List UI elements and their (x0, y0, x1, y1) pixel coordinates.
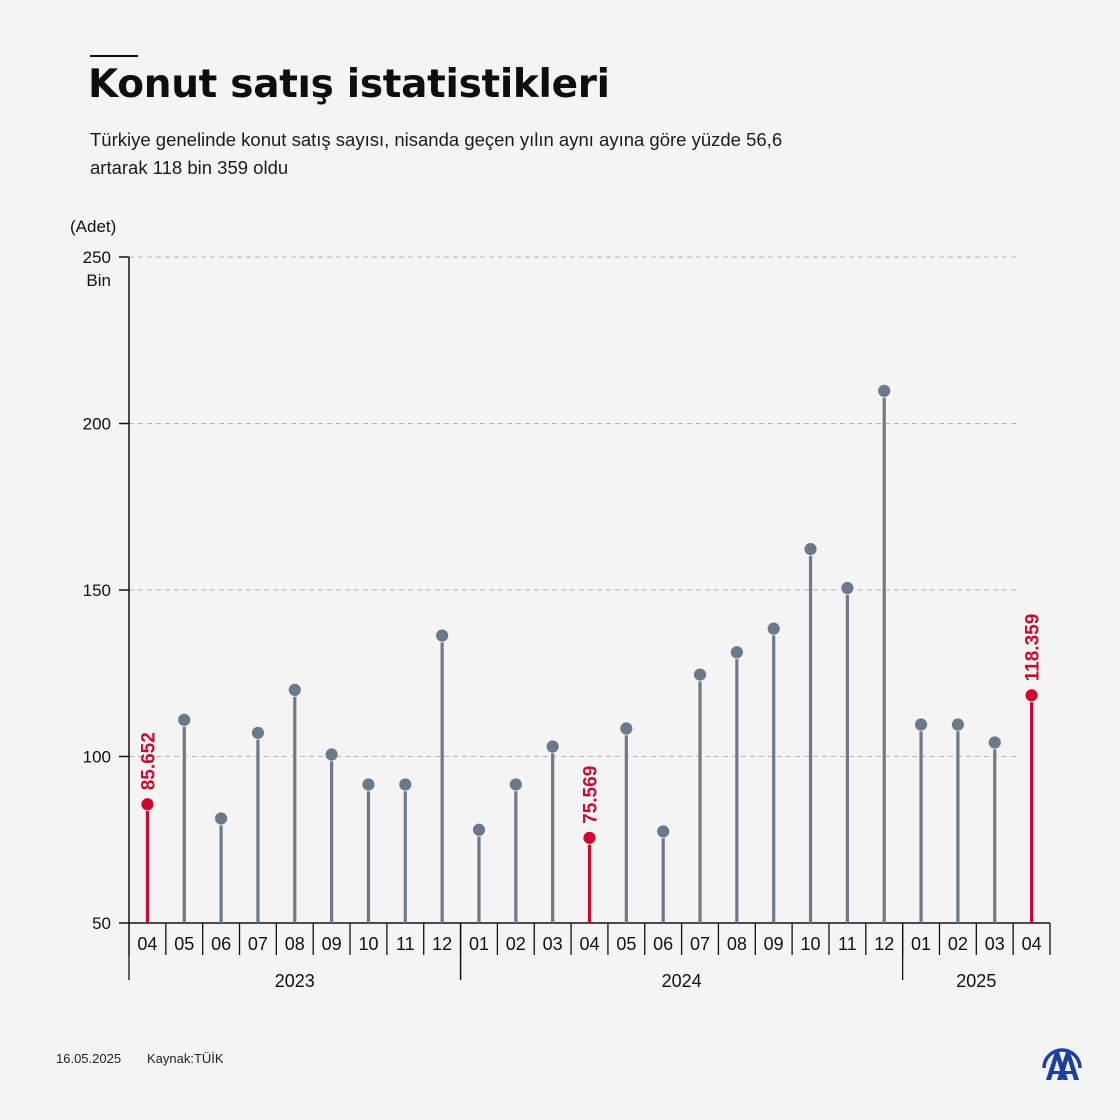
footer-source: Kaynak:TÜİK (147, 1051, 224, 1066)
y-tick-label: 200 (83, 415, 111, 434)
x-tick-label: 02 (948, 934, 968, 954)
x-tick-label: 05 (616, 934, 636, 954)
data-dot (324, 747, 339, 762)
data-dot (840, 581, 855, 595)
highlight-dot (140, 797, 155, 812)
data-dot (766, 621, 781, 636)
subtitle: Türkiye genelinde konut satış sayısı, ni… (90, 129, 783, 178)
x-tick-label: 03 (543, 934, 563, 954)
page-title: Konut satış istatistikleri (88, 62, 610, 107)
year-label: 2024 (662, 971, 702, 991)
data-dot (656, 824, 671, 839)
data-marks: 85.652 75.569 118.359 (138, 383, 1044, 923)
x-tick-label: 09 (322, 934, 342, 954)
x-tick-label: 08 (727, 934, 747, 954)
y-tick-label: 50 (92, 914, 111, 933)
data-dot (619, 721, 634, 736)
axes: 50 100 150 200 250 (83, 248, 1050, 933)
data-dot (914, 717, 928, 732)
highlight-dot (582, 830, 597, 845)
y-tick-label: 150 (83, 581, 111, 600)
x-axis-labels: 04 05 06 07 08 09 10 11 12 01 02 03 04 05 06 07 08 09 10 11… (128, 923, 1051, 991)
data-dot (361, 777, 376, 792)
x-tick-label: 04 (1022, 934, 1042, 954)
x-tick-label: 08 (285, 934, 305, 954)
x-tick-label: 01 (911, 934, 931, 954)
data-label: 85.652 (138, 732, 159, 790)
year-label: 2023 (275, 971, 315, 991)
data-label: 118.359 (1023, 614, 1044, 682)
data-dot (472, 822, 486, 837)
title-rule (90, 55, 138, 57)
data-dot (693, 667, 707, 682)
data-dot (287, 683, 302, 697)
grid-lines (129, 256, 1016, 757)
x-tick-label: 02 (506, 934, 526, 954)
aa-logo-icon (1042, 1048, 1082, 1080)
y-tick-label: 250 (83, 248, 111, 267)
year-label: 2025 (956, 971, 996, 991)
footer-date: 16.05.2025 (56, 1051, 122, 1066)
x-tick-label: 10 (358, 934, 378, 954)
x-tick-label: 05 (174, 934, 194, 954)
data-dot (729, 645, 744, 660)
x-tick-label: 12 (432, 934, 452, 954)
data-dot (251, 725, 265, 740)
data-dot (508, 777, 523, 792)
x-tick-label: 04 (137, 934, 157, 954)
data-dot (951, 717, 965, 732)
x-tick-label: 03 (985, 934, 1005, 954)
x-tick-label: 04 (579, 934, 599, 954)
x-tick-label: 10 (801, 934, 821, 954)
data-dot (803, 542, 818, 556)
data-dot (545, 739, 560, 754)
x-tick-label: 07 (690, 934, 710, 954)
x-tick-label: 01 (469, 934, 489, 954)
data-dot (877, 383, 892, 398)
x-tick-label: 06 (211, 934, 231, 954)
y-tick-label: 100 (83, 748, 111, 767)
y-axis-label: (Adet) (70, 217, 116, 236)
x-tick-label: 07 (248, 934, 268, 954)
x-tick-label: 12 (874, 934, 894, 954)
highlight-dot (1024, 688, 1039, 703)
data-dot (177, 712, 192, 727)
x-tick-label: 11 (396, 934, 415, 954)
x-tick-label: 11 (838, 934, 857, 954)
data-dot (435, 628, 450, 643)
x-tick-label: 09 (764, 934, 784, 954)
data-dot (987, 735, 1002, 750)
data-dot (214, 811, 229, 826)
y-axis-unit-label: Bin (86, 271, 111, 290)
data-dot (398, 777, 413, 792)
data-label: 75.569 (581, 766, 602, 824)
x-tick-label: 06 (653, 934, 673, 954)
